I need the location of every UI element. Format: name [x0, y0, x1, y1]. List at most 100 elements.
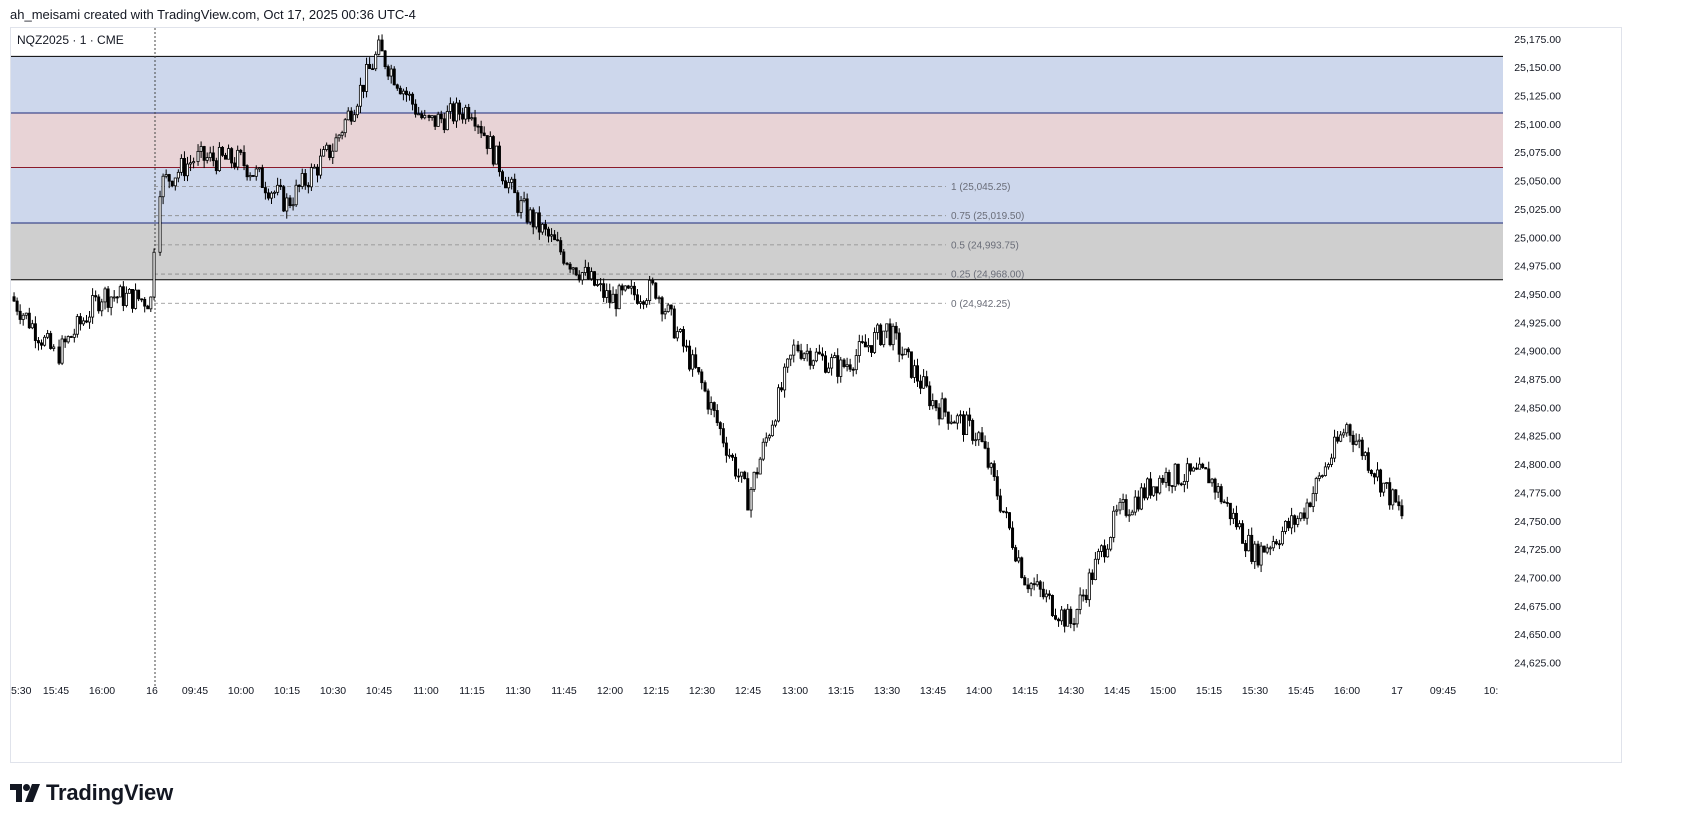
- candle-body: [392, 68, 396, 86]
- candle-body: [1204, 467, 1208, 470]
- price-axis[interactable]: 25,175.00 25,150.00 25,125.00 25,100.00 25,0…: [1514, 34, 1561, 670]
- candle-body: [49, 333, 53, 349]
- price-tick-label: 24,925.00: [1514, 317, 1561, 329]
- candle-body: [820, 353, 824, 357]
- candle-body: [583, 266, 587, 273]
- candle-body: [470, 117, 474, 120]
- candle-body: [870, 345, 874, 353]
- candle-body: [1293, 515, 1297, 525]
- candle-body: [712, 402, 716, 411]
- price-tick-label: 25,150.00: [1514, 62, 1561, 74]
- candle-body: [361, 84, 365, 92]
- candle-body: [279, 184, 283, 188]
- candle-body: [57, 346, 61, 364]
- candle-body: [1057, 618, 1061, 622]
- candle-body: [1054, 615, 1058, 620]
- tradingview-logo[interactable]: TradingView: [10, 778, 173, 808]
- candle-body: [992, 463, 996, 478]
- candle-body: [1360, 439, 1364, 457]
- candle-body: [1182, 481, 1186, 486]
- candle-body: [1342, 432, 1346, 436]
- candle-body: [873, 332, 877, 353]
- fib-level-label: 0.25 (24,968.00): [951, 270, 1024, 281]
- candle-body: [678, 329, 682, 332]
- candle-body: [786, 358, 790, 368]
- candle-body: [208, 152, 212, 159]
- price-tick-label: 24,975.00: [1514, 261, 1561, 273]
- candle-body: [1192, 467, 1196, 472]
- candle-body: [851, 368, 855, 371]
- price-tick-label: 24,950.00: [1514, 289, 1561, 301]
- time-tick-label: 12:45: [735, 685, 761, 697]
- candle-body: [100, 301, 104, 312]
- candle-body: [199, 146, 203, 152]
- candle-body: [860, 341, 864, 343]
- candle-body: [315, 166, 319, 176]
- candle-body: [645, 300, 649, 305]
- time-tick-label: 16:00: [1334, 685, 1360, 697]
- candle-body: [989, 463, 993, 468]
- time-tick-label: 10:45: [366, 685, 392, 697]
- candle-body: [214, 160, 218, 172]
- candle-body: [294, 184, 298, 206]
- candle-body: [445, 111, 449, 131]
- candle-body: [1385, 482, 1389, 484]
- candle-body: [352, 114, 356, 122]
- candle-body: [27, 312, 31, 329]
- candle-body: [407, 93, 411, 96]
- candle-body: [651, 279, 655, 284]
- price-chart[interactable]: 1 (25,045.25) 0.75 (25,019.50) 0.5 (24,993…: [11, 28, 1621, 762]
- time-tick-label: 11:00: [413, 685, 439, 697]
- candle-body: [442, 118, 446, 131]
- price-tick-label: 24,775.00: [1514, 487, 1561, 499]
- candle-body: [672, 308, 676, 339]
- candle-body: [328, 144, 332, 158]
- candle-body: [743, 471, 747, 479]
- candle-body: [245, 165, 249, 178]
- candle-body: [906, 348, 910, 353]
- candle-body: [436, 113, 440, 127]
- candle-body: [885, 323, 889, 332]
- candle-body: [149, 296, 153, 310]
- candle-body: [1152, 486, 1156, 496]
- candle-body: [721, 428, 725, 444]
- candle-body: [931, 400, 935, 407]
- candle-body: [220, 146, 224, 156]
- candle-body: [380, 39, 384, 52]
- candle-body: [1001, 510, 1005, 513]
- candle-body: [614, 293, 618, 310]
- candle-body: [248, 175, 252, 178]
- candle-body: [866, 345, 870, 348]
- candle-body: [943, 398, 947, 413]
- candle-body: [740, 471, 744, 477]
- candle-body: [1090, 572, 1094, 581]
- fib-level-label: 0.75 (25,019.50): [951, 211, 1024, 222]
- zone-red: [11, 113, 1503, 168]
- time-axis[interactable]: 5:30 15:45 16:00 16 09:45 10:00 10:15 10:30 10:4…: [11, 685, 1498, 697]
- candle-body: [824, 355, 828, 373]
- candle-body: [124, 292, 128, 306]
- candle-body: [1302, 512, 1306, 519]
- time-tick-label: 5:30: [11, 685, 32, 697]
- candle-body: [303, 173, 307, 186]
- chart-frame[interactable]: 1 (25,045.25) 0.75 (25,019.50) 0.5 (24,993…: [10, 27, 1622, 763]
- candle-body: [608, 290, 612, 303]
- candle-body: [140, 298, 144, 301]
- time-tick-label: 10:30: [320, 685, 346, 697]
- candle-body: [958, 414, 962, 417]
- candle-body: [749, 488, 753, 511]
- time-tick-label: 15:45: [1288, 685, 1314, 697]
- candle-body: [761, 441, 765, 460]
- candle-body: [1026, 584, 1030, 590]
- candle-body: [697, 367, 701, 373]
- candle-body: [300, 173, 304, 187]
- candle-body: [1060, 609, 1064, 622]
- candle-body: [746, 478, 750, 511]
- candle-body: [857, 341, 861, 356]
- candle-body: [1075, 609, 1079, 625]
- candle-body: [1004, 511, 1008, 514]
- candle-body: [15, 300, 19, 312]
- candle-body: [467, 107, 471, 120]
- candle-body: [1372, 473, 1376, 478]
- candle-body: [411, 93, 415, 105]
